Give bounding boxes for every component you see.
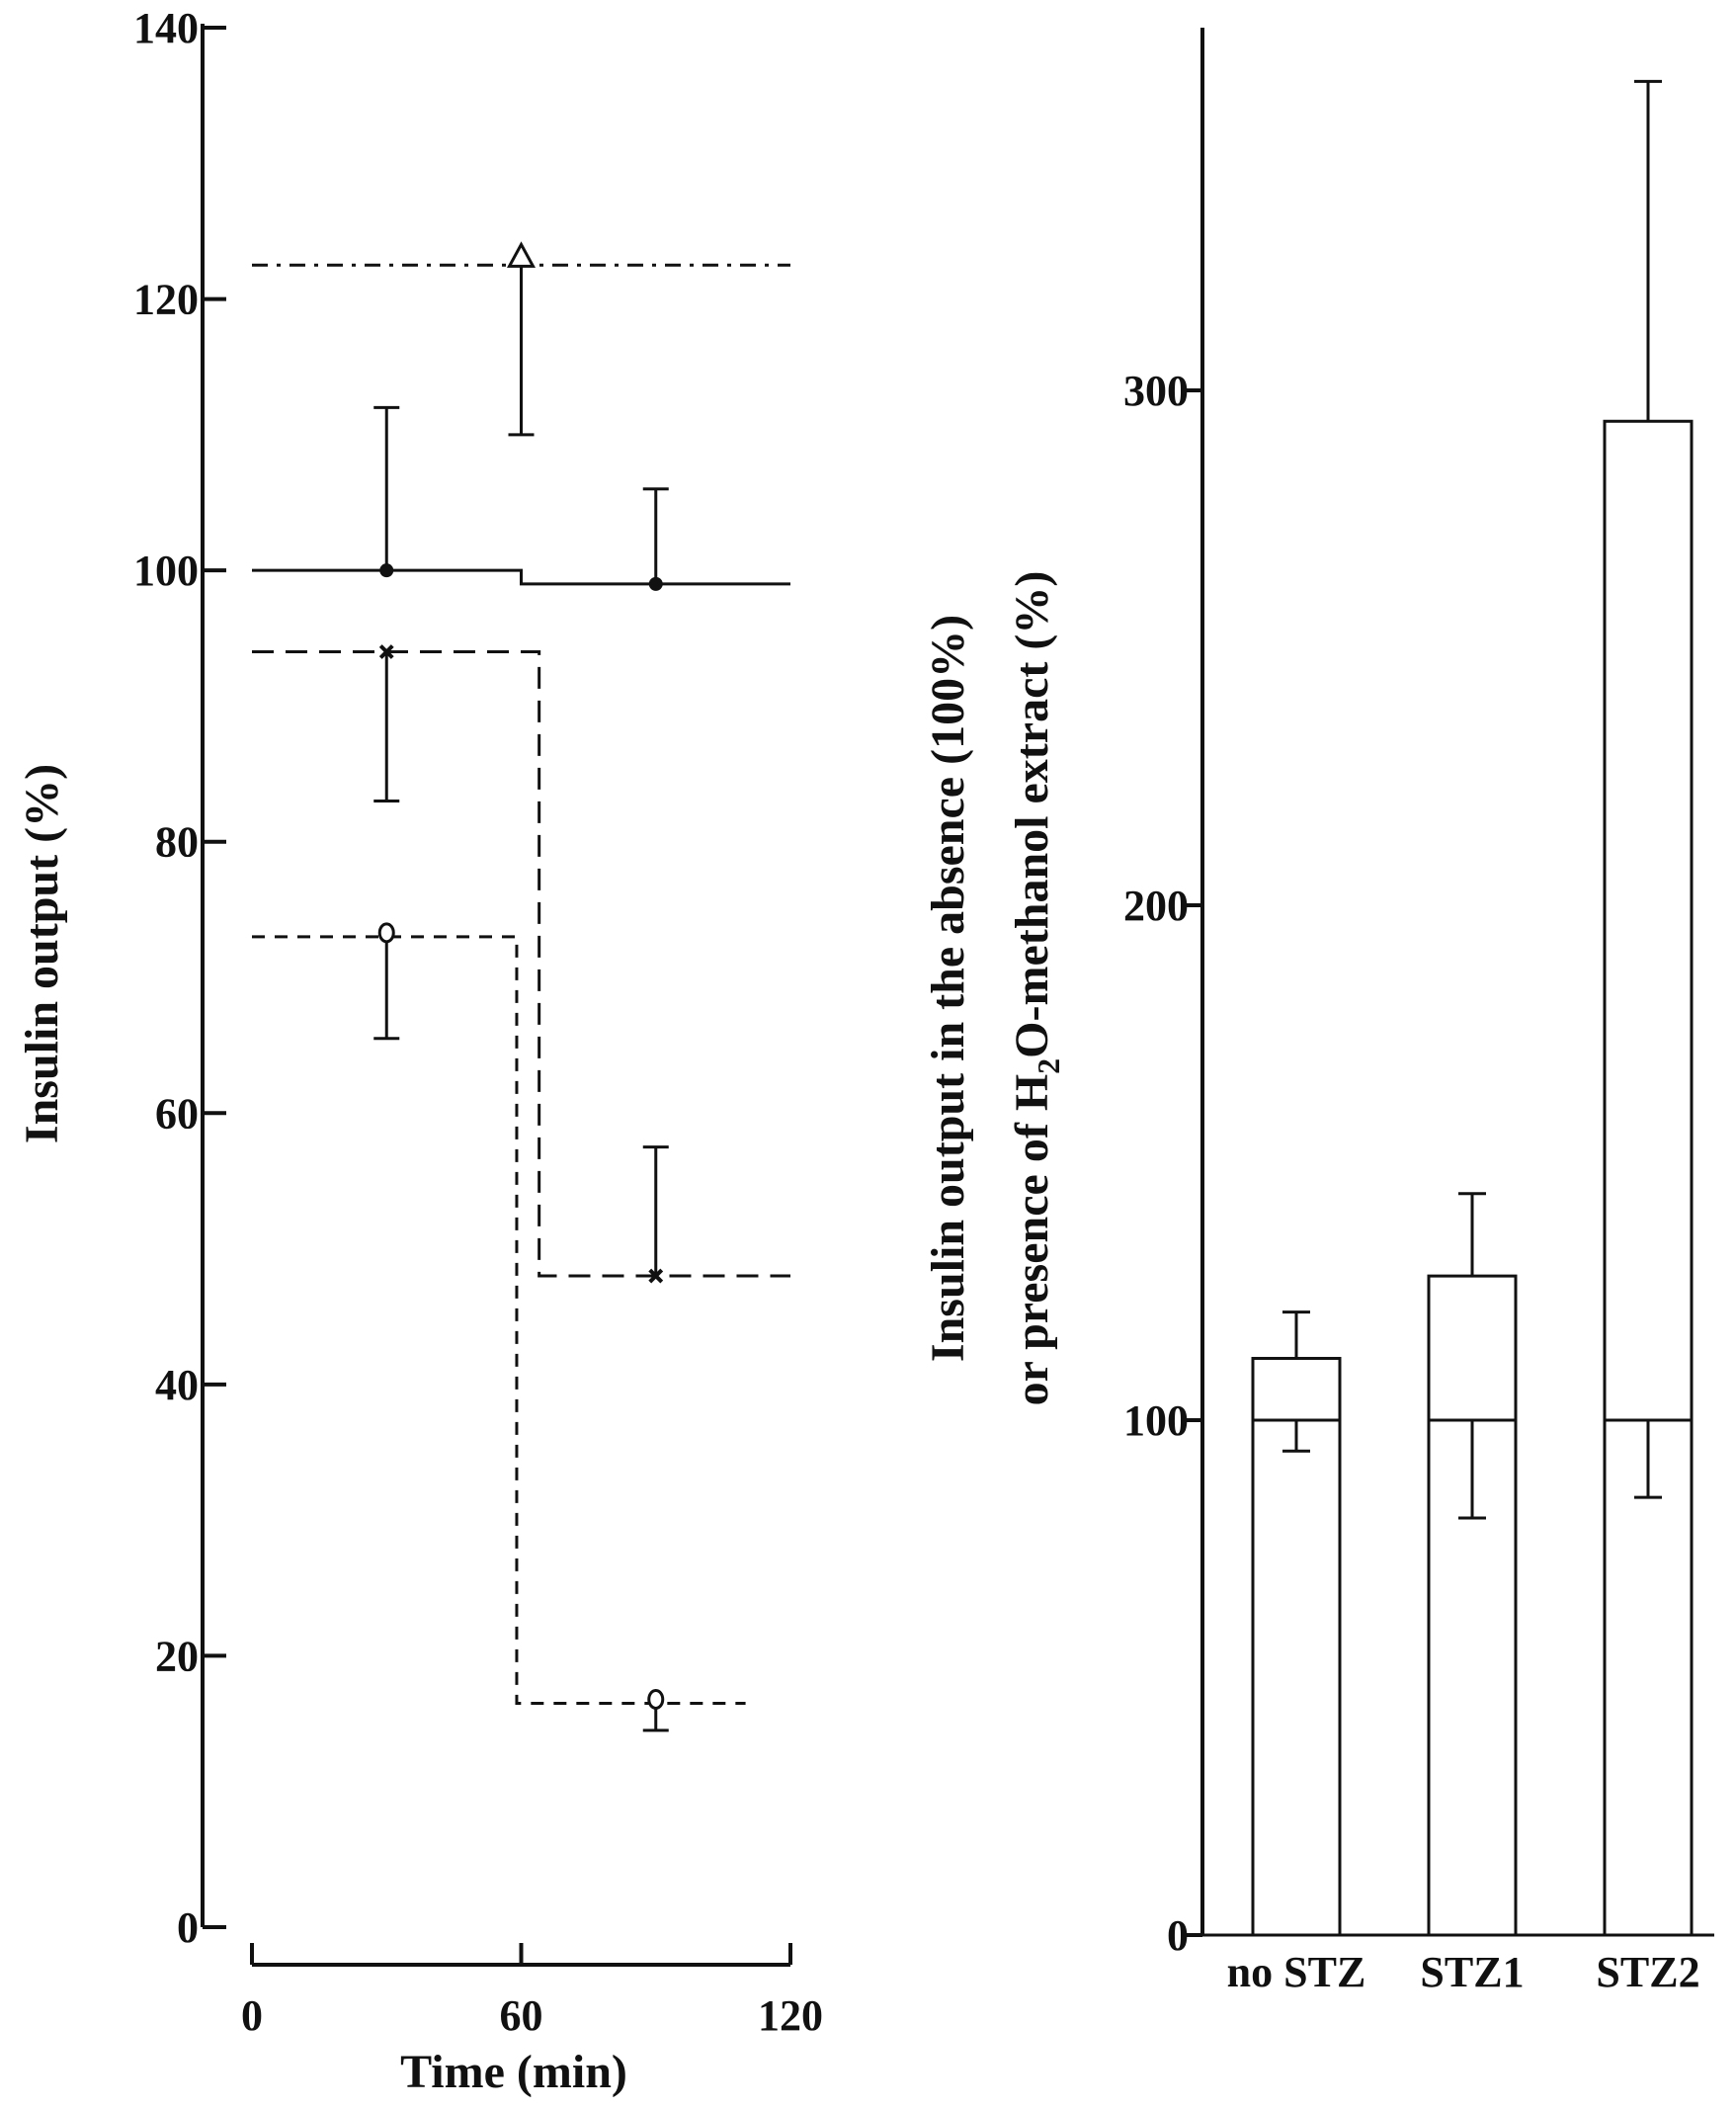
ylabel-line2-pre: or presence of H <box>1006 1074 1058 1405</box>
line-chart-y-axis-label: Insulin output (%) <box>16 764 68 1143</box>
y-tick-label-120: 120 <box>133 276 199 324</box>
ylabel-line2-post: O-methanol extract (%) <box>1006 571 1058 1058</box>
line-series-4 <box>252 922 746 1732</box>
x-tick-label-120: 120 <box>758 1991 823 2040</box>
series-2-step-line <box>252 568 790 586</box>
bar-2 <box>1427 1192 1518 1937</box>
bar-y-tick-label-200: 200 <box>1123 882 1189 930</box>
series-4-marker-2 <box>647 1688 665 1710</box>
series-4-marker-1 <box>377 922 395 944</box>
series-2-marker-1 <box>379 563 394 578</box>
line-chart-axes: 0 20 40 60 80 100 120 140 0 60 120 <box>133 4 823 2040</box>
y-tick-label-100: 100 <box>133 547 199 595</box>
x-tick-label-60: 60 <box>500 1991 543 2040</box>
y-tick-label-20: 20 <box>155 1632 199 1680</box>
bar-chart: 0 100 200 300 no STZ STZ1 STZ2 Insulin output … <box>922 28 1714 1996</box>
bar-y-tick-label-0: 0 <box>1167 1911 1189 1960</box>
bar-chart-y-axis-label-line2: or presence of H2O-methanol extract (%) <box>1006 571 1066 1406</box>
line-chart-series-group <box>252 241 790 1732</box>
series-3-marker-2 <box>648 1268 664 1284</box>
bar-chart-axes: 0 100 200 300 no STZ STZ1 STZ2 <box>1123 28 1714 1996</box>
ylabel-line2-sub: 2 <box>1031 1058 1066 1074</box>
line-series-1 <box>252 241 790 437</box>
bar-3 <box>1603 79 1694 1937</box>
line-series-2 <box>252 405 790 591</box>
y-tick-label-60: 60 <box>155 1089 199 1138</box>
y-tick-label-140: 140 <box>133 4 199 52</box>
y-tick-label-80: 80 <box>155 818 199 867</box>
bar-y-tick-label-300: 300 <box>1123 367 1189 415</box>
series-3-marker-1 <box>378 644 394 659</box>
bar-rect-3 <box>1603 419 1694 1937</box>
series-4-step-line <box>252 935 746 1705</box>
line-series-3 <box>252 644 790 1284</box>
y-tick-label-40: 40 <box>155 1361 199 1409</box>
y-tick-label-0: 0 <box>177 1903 199 1952</box>
bar-chart-y-axis-label-line1: Insulin output in the absence (100%) <box>922 615 974 1362</box>
line-chart-x-axis-label: Time (min) <box>400 2046 627 2098</box>
bar-category-label-1: no STZ <box>1227 1948 1366 1996</box>
x-tick-label-0: 0 <box>241 1991 263 2040</box>
bar-chart-y-axis-label: Insulin output in the absence (100%) or … <box>922 571 1066 1406</box>
line-chart: 0 20 40 60 80 100 120 140 0 60 120 Time (min) Insu… <box>16 4 823 2098</box>
series-3-step-line <box>252 650 790 1278</box>
bar-chart-bars-group <box>1251 79 1694 1937</box>
bar-rect-1 <box>1251 1356 1342 1937</box>
bar-1 <box>1251 1310 1342 1937</box>
series-2-marker-2 <box>648 576 663 591</box>
bar-category-label-2: STZ1 <box>1420 1948 1524 1996</box>
bar-y-tick-label-100: 100 <box>1123 1396 1189 1445</box>
bar-rect-2 <box>1427 1274 1518 1937</box>
series-1-marker-1 <box>506 241 537 268</box>
bar-category-label-3: STZ2 <box>1596 1948 1699 1996</box>
